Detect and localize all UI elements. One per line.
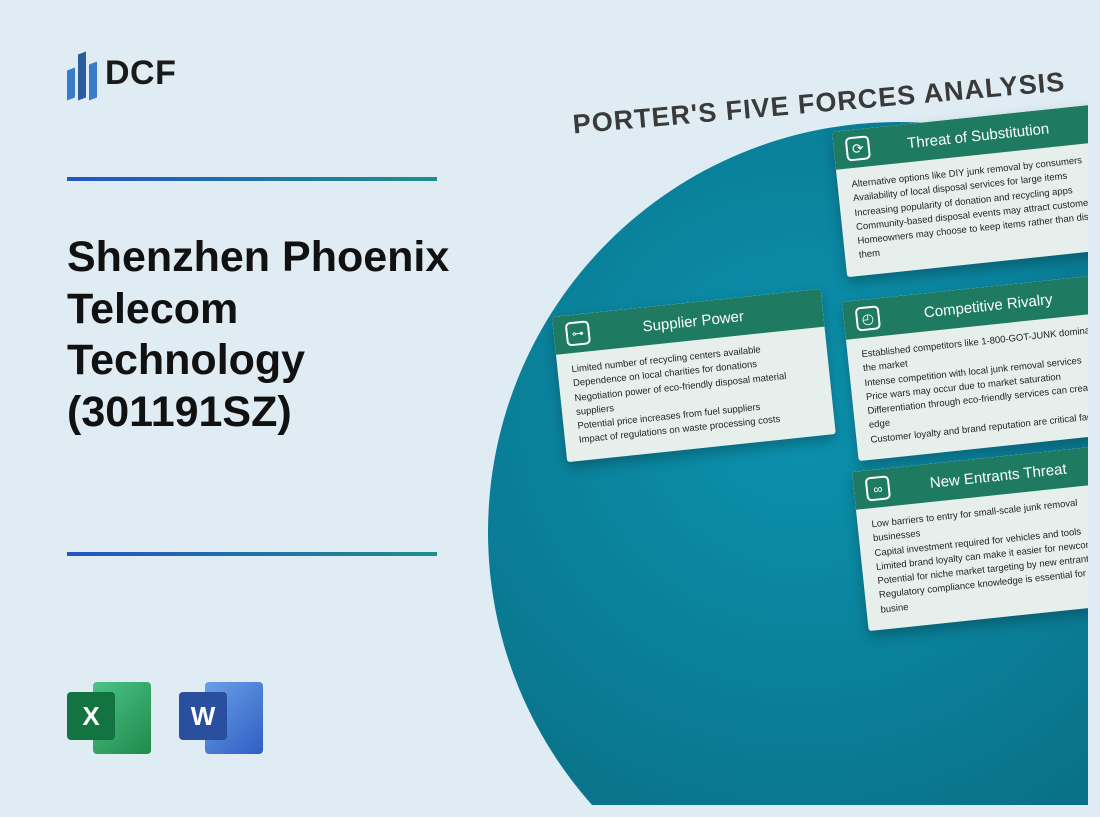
divider-bottom — [67, 552, 437, 556]
brand-logo: DCF — [67, 47, 176, 99]
word-file-icon[interactable]: W — [179, 676, 263, 760]
canvas: DCF Shenzhen Phoenix Telecom Technology … — [12, 12, 1088, 805]
divider-top — [67, 177, 437, 181]
page-title: Shenzhen Phoenix Telecom Technology (301… — [67, 232, 487, 438]
brand-name: DCF — [105, 54, 176, 93]
clock-icon — [855, 305, 881, 331]
refresh-icon — [845, 135, 871, 161]
people-icon — [865, 475, 891, 501]
card-threat-substitution: Threat of Substitution Alternative optio… — [832, 103, 1088, 277]
excel-file-icon[interactable]: X — [67, 676, 151, 760]
link-icon — [565, 320, 591, 346]
logo-bars-icon — [67, 47, 97, 99]
file-icons-row: X W — [67, 676, 263, 760]
card-new-entrants: New Entrants Threat Low barriers to entr… — [852, 443, 1088, 631]
word-letter: W — [179, 692, 227, 740]
card-supplier-power: Supplier Power Limited number of recycli… — [552, 289, 836, 462]
card-competitive-rivalry: Competitive Rivalry Established competit… — [842, 273, 1088, 461]
excel-letter: X — [67, 692, 115, 740]
